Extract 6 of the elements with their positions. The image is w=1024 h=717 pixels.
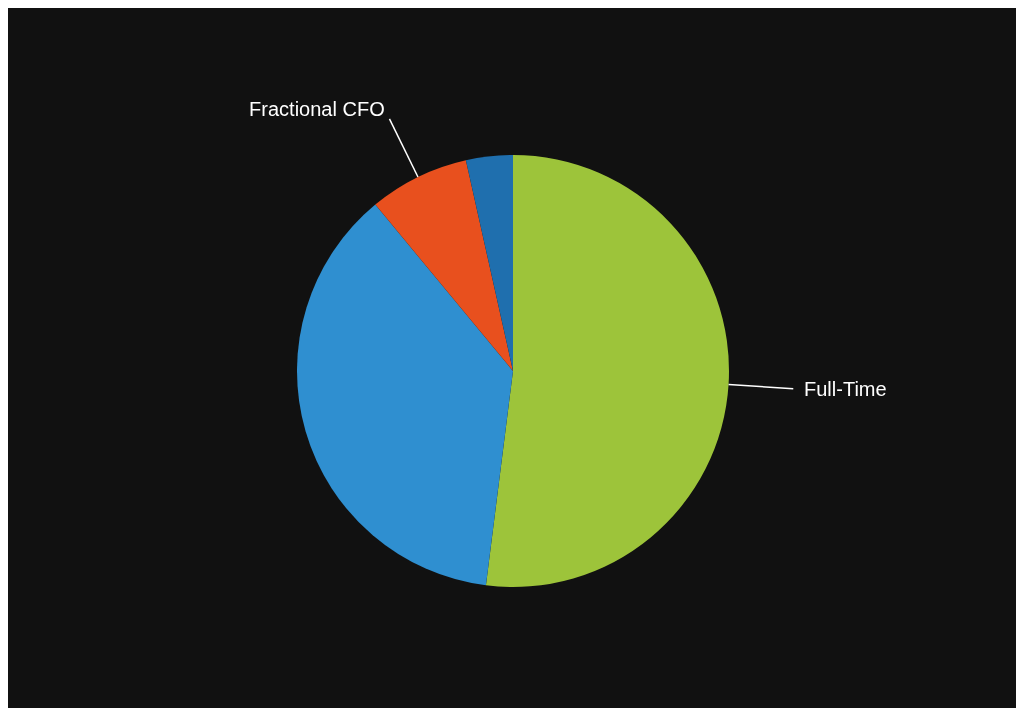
pie-slice <box>297 204 513 586</box>
pie-slice <box>375 160 513 371</box>
pie-slice <box>485 155 729 587</box>
slice-label: Fractional CFO <box>249 98 385 121</box>
slice-label: Full-Time <box>804 378 887 401</box>
pie-slice <box>465 155 513 371</box>
